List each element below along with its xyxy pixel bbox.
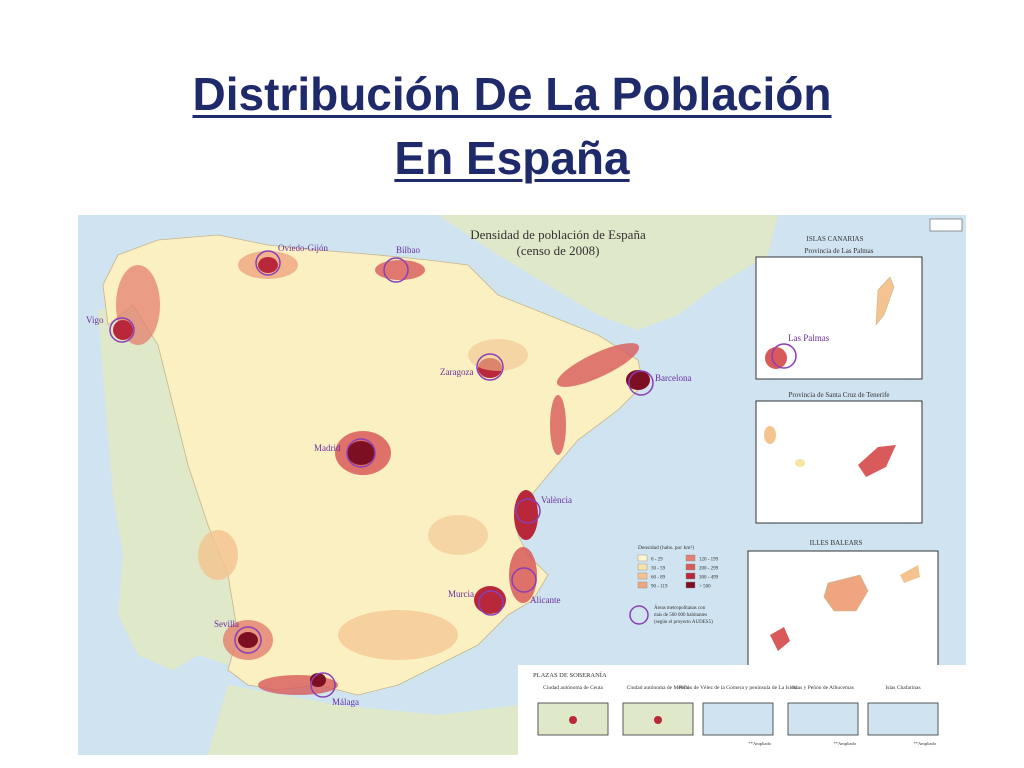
population-density-map: Oviedo-Gijón Bilbao Vigo Zaragoza Barcel… [78, 215, 966, 755]
tenerife-inset: Provincia de Santa Cruz de Tenerife [755, 391, 923, 524]
legend-label: > 500 [699, 585, 711, 590]
las-palmas-circle [771, 343, 797, 369]
canarias-header: ISLAS CANARIAS [807, 235, 864, 243]
city-label-vigo: Vigo [86, 315, 104, 325]
plaza-city-mark [654, 716, 662, 724]
legend-swatch [637, 581, 648, 589]
la-palma-island [764, 426, 776, 444]
las-palmas-inset: Provincia de Las Palmas Las Palmas [755, 247, 923, 380]
legend-title: Densidad (habs. por km²) [638, 544, 694, 551]
metro-circles [109, 250, 654, 698]
legend-swatch [637, 554, 648, 562]
legend-label: 200 - 299 [699, 567, 719, 572]
city-label-murcia: Murcia [448, 589, 474, 599]
baleares-inset [747, 550, 939, 670]
density-legend: Densidad (habs. por km²) 0 - 29 30 - 59 60… [629, 544, 719, 625]
metro-note-line3: (según el proyecto AUDES5) [654, 620, 713, 625]
density-patches [113, 251, 650, 695]
plaza-title: Ciudad autónoma de Ceuta [543, 685, 603, 691]
plaza-inset-box [787, 702, 859, 736]
legend-label: 120 - 199 [699, 558, 719, 563]
plaza-title: Islas y Peñón de Alhucemas [792, 685, 854, 691]
plazas-header: PLAZAS DE SOBERANÍA [533, 671, 607, 679]
ampliado-note: **Ampliado [834, 741, 857, 746]
map-svg: Oviedo-Gijón Bilbao Vigo Zaragoza Barcel… [78, 215, 966, 755]
tenerife-island [858, 445, 896, 477]
city-label-madrid: Madrid [314, 443, 341, 453]
city-label-oviedo-gijon: Oviedo-Gijón [278, 243, 328, 253]
city-label-zaragoza: Zaragoza [440, 367, 473, 377]
ampliado-note: **Ampliado [914, 741, 937, 746]
legend-label: 0 - 29 [651, 558, 663, 563]
legend-label: 30 - 59 [651, 567, 666, 572]
plaza-title: Ciudad autónoma de Melilla [627, 685, 690, 691]
mallorca-island [823, 574, 869, 612]
la-gomera-island [795, 459, 805, 467]
city-label-bilbao: Bilbao [396, 245, 420, 255]
legend-swatch [685, 581, 696, 589]
legend-swatch [637, 572, 648, 580]
las-palmas-label: Las Palmas [788, 333, 830, 343]
plazas-boxes: Ciudad autónoma de Ceuta Ciudad autónoma … [537, 684, 939, 746]
baleares-header: ILLES BALEARS [810, 539, 863, 547]
tenerife-title: Provincia de Santa Cruz de Tenerife [788, 391, 889, 399]
slide-title-line1: Distribución De La Población [192, 68, 832, 120]
africa-land [208, 685, 598, 755]
city-label-barcelona: Barcelona [655, 373, 691, 383]
legend-swatch [685, 572, 696, 580]
plaza-title: Peñón de Vélez de la Gomera y península … [678, 685, 798, 691]
plaza-title: Islas Chafarinas [885, 684, 920, 691]
metro-note-line1: Áreas metropolitanas con [654, 605, 706, 611]
lanzarote-fuerteventura [875, 276, 895, 326]
slide-title: Distribución De La Población En España [0, 62, 1024, 190]
legend-swatch [685, 563, 696, 571]
legend-label: 90 - 119 [651, 585, 668, 590]
portugal-land [98, 305, 238, 670]
map-title-line2: (censo de 2008) [516, 243, 599, 258]
city-label-valencia: València [541, 495, 572, 505]
plaza-inset-box [702, 702, 774, 736]
legend-swatch [685, 554, 696, 562]
map-title-line1: Densidad de población de España [470, 227, 646, 242]
city-label-malaga: Málaga [332, 697, 359, 707]
legend-swatch [637, 563, 648, 571]
menorca-island [900, 565, 920, 583]
las-palmas-title: Provincia de Las Palmas [804, 247, 873, 255]
legend-label: 60 - 89 [651, 576, 666, 581]
metro-note-line2: más de 500 000 habitantes [654, 613, 707, 618]
metro-legend-circle [629, 605, 649, 625]
france-land [438, 215, 778, 330]
legend-items: 0 - 29 30 - 59 60 - 89 90 - 119 120 - 199 200… [637, 554, 719, 590]
legend-label: 300 - 499 [699, 576, 719, 581]
city-label-sevilla: Sevilla [214, 619, 239, 629]
plaza-city-mark [569, 716, 577, 724]
plaza-inset-box [867, 702, 939, 736]
ibiza-island [770, 627, 790, 651]
gran-canaria [765, 347, 787, 369]
cc-license-icon [929, 218, 963, 232]
ampliado-note: **Ampliado [749, 741, 772, 746]
city-label-alicante: Alicante [530, 595, 561, 605]
slide-title-line2: En España [394, 132, 630, 184]
